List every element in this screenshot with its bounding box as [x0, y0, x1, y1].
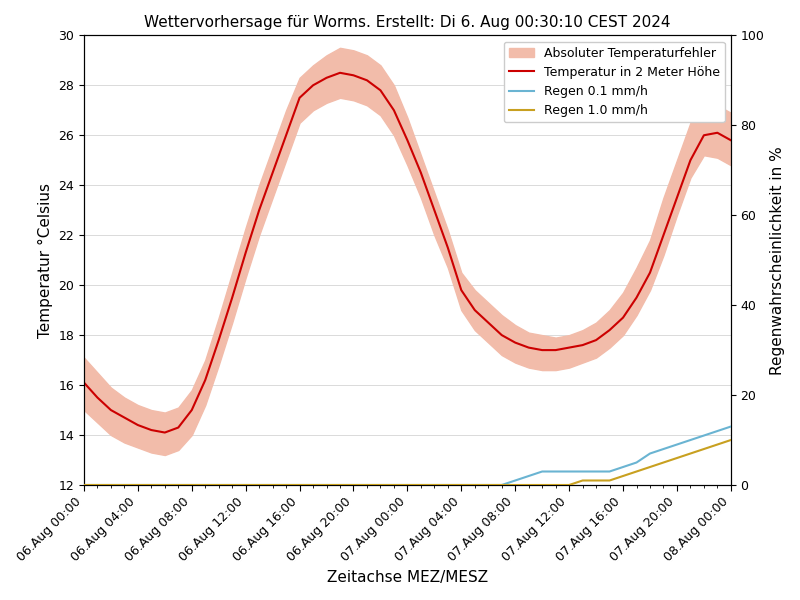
Y-axis label: Temperatur °Celsius: Temperatur °Celsius	[38, 182, 53, 338]
Y-axis label: Regenwahrscheinlichkeit in %: Regenwahrscheinlichkeit in %	[770, 146, 785, 374]
X-axis label: Zeitachse MEZ/MESZ: Zeitachse MEZ/MESZ	[327, 570, 488, 585]
Legend: Absoluter Temperaturfehler, Temperatur in 2 Meter Höhe, Regen 0.1 mm/h, Regen 1.: Absoluter Temperaturfehler, Temperatur i…	[503, 41, 725, 122]
Title: Wettervorhersage für Worms. Erstellt: Di 6. Aug 00:30:10 CEST 2024: Wettervorhersage für Worms. Erstellt: Di…	[144, 15, 670, 30]
